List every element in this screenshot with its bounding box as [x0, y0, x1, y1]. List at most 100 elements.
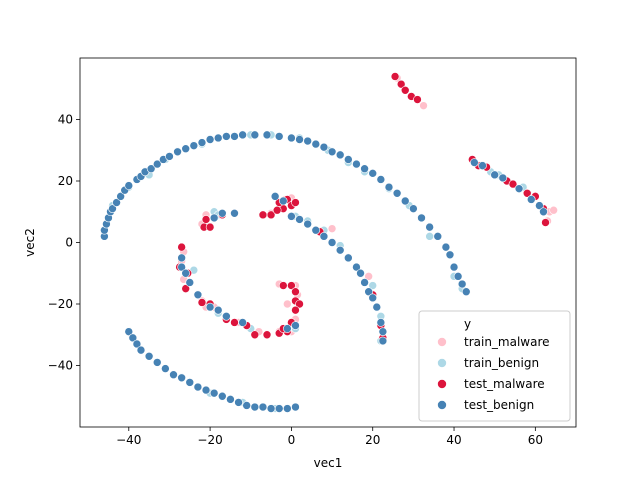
x-tick-label: −40: [116, 433, 141, 447]
data-point: [124, 181, 134, 190]
data-point: [352, 262, 361, 272]
data-point: [303, 136, 312, 146]
data-point: [295, 215, 304, 224]
data-point: [478, 161, 487, 170]
x-tick-label: 40: [446, 433, 461, 447]
data-point: [152, 159, 162, 169]
x-tick-label: 0: [288, 433, 296, 447]
data-point: [283, 299, 292, 309]
data-point: [390, 72, 400, 81]
y-tick-label: 20: [58, 174, 73, 188]
data-point: [128, 333, 138, 343]
data-point: [514, 184, 524, 193]
data-point: [541, 218, 550, 227]
data-point: [508, 179, 518, 189]
data-point: [136, 345, 146, 355]
data-point: [327, 224, 337, 233]
data-point: [449, 262, 459, 272]
data-point: [291, 402, 300, 412]
data-point: [283, 404, 292, 413]
data-point: [376, 175, 386, 184]
data-point: [378, 336, 388, 346]
data-point: [352, 159, 361, 169]
data-point: [461, 287, 471, 297]
data-point: [535, 201, 544, 210]
data-point: [327, 147, 337, 157]
data-point: [274, 132, 284, 141]
data-point: [392, 189, 402, 198]
data-point: [319, 232, 329, 241]
data-point: [177, 373, 186, 383]
data-point: [287, 133, 296, 143]
data-point: [368, 281, 378, 290]
data-point: [311, 225, 321, 235]
data-point: [222, 311, 231, 321]
data-point: [344, 155, 353, 164]
data-point: [250, 330, 260, 340]
data-point: [209, 388, 219, 398]
legend-title: y: [464, 317, 471, 331]
data-point: [146, 164, 156, 173]
data-point: [274, 404, 284, 413]
data-point: [278, 196, 288, 206]
data-point: [457, 279, 467, 289]
data-point: [197, 138, 207, 147]
data-point: [217, 208, 227, 218]
data-point: [283, 324, 292, 333]
data-point: [144, 351, 154, 361]
legend-label: train_benign: [464, 356, 539, 370]
data-point: [181, 284, 191, 293]
data-point: [396, 79, 406, 89]
data-point: [319, 142, 329, 152]
data-point: [181, 144, 191, 154]
data-point: [364, 287, 373, 297]
data-point: [526, 195, 536, 204]
x-tick-label: 20: [365, 433, 380, 447]
data-point: [311, 139, 321, 149]
data-point: [278, 281, 288, 290]
legend-label: train_malware: [464, 335, 550, 349]
data-point: [112, 198, 121, 207]
data-point: [335, 150, 345, 160]
data-point: [205, 135, 215, 144]
data-point: [291, 305, 300, 315]
data-point: [152, 358, 162, 367]
data-point: [230, 208, 239, 218]
data-point: [177, 242, 186, 252]
data-point: [498, 173, 508, 183]
data-point: [470, 158, 479, 167]
data-point: [116, 192, 125, 201]
data-point: [417, 213, 426, 223]
data-point: [209, 213, 219, 223]
data-point: [291, 287, 300, 297]
legend-marker: [437, 400, 447, 410]
legend-box: [418, 310, 571, 422]
data-point: [197, 298, 207, 307]
data-point: [344, 253, 353, 263]
data-point: [400, 196, 410, 206]
data-point: [368, 169, 378, 178]
data-point: [234, 398, 243, 407]
data-point: [384, 182, 394, 192]
series-test-benign: [100, 130, 548, 413]
data-point: [238, 130, 247, 140]
data-point: [287, 281, 296, 290]
data-point: [181, 268, 191, 278]
y-tick-label: 0: [65, 236, 73, 250]
legend-marker: [437, 379, 447, 389]
data-point: [266, 210, 276, 220]
data-point: [539, 207, 548, 217]
x-axis-label: vec1: [314, 456, 343, 470]
data-point: [360, 164, 369, 173]
data-point: [185, 278, 195, 287]
data-point: [177, 253, 186, 263]
data-point: [490, 170, 499, 180]
legend-label: test_benign: [464, 398, 534, 412]
data-point: [193, 382, 203, 392]
data-point: [291, 198, 300, 207]
data-point: [303, 219, 312, 229]
data-point: [222, 132, 231, 141]
data-point: [213, 305, 223, 315]
data-point: [161, 364, 170, 373]
data-point: [108, 204, 117, 213]
